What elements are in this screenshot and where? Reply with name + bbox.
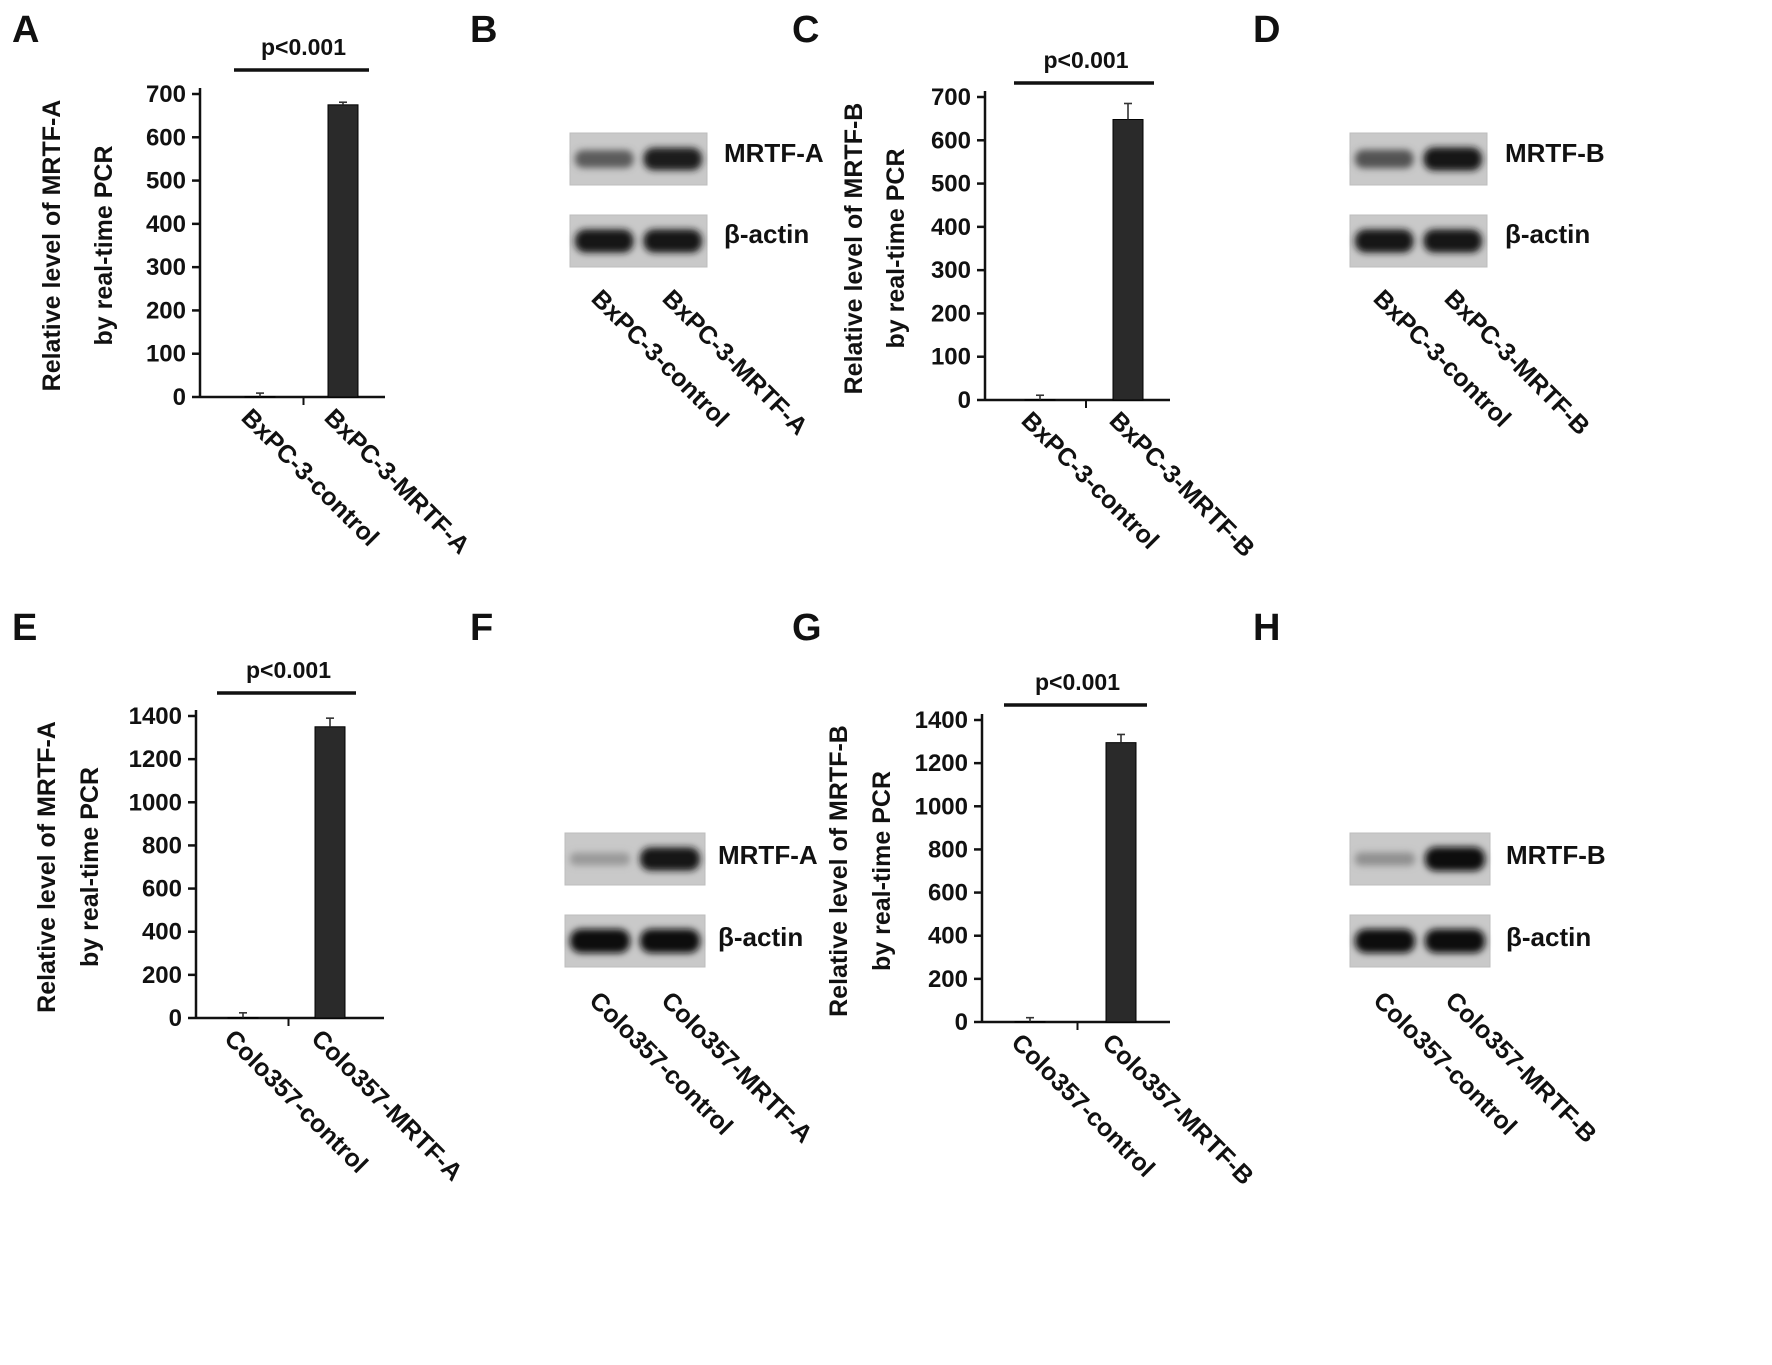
blot-target-label: MRTF-B bbox=[1505, 138, 1605, 168]
panel-b: BMRTF-Aβ-actinBxPC-3-controlBxPC-3-MRTF-… bbox=[470, 9, 824, 441]
y-tick-label: 800 bbox=[928, 836, 968, 863]
blot-band bbox=[1425, 929, 1485, 953]
y-tick-label: 500 bbox=[146, 168, 186, 195]
panel-letter: B bbox=[470, 9, 497, 51]
y-tick-label: 0 bbox=[958, 387, 971, 414]
bar bbox=[314, 726, 346, 1019]
panel-f: FMRTF-Aβ-actinColo357-controlColo357-MRT… bbox=[470, 607, 818, 1149]
bar bbox=[1105, 742, 1137, 1023]
y-tick-label: 400 bbox=[146, 211, 186, 238]
y-axis-label: by real-time PCR bbox=[868, 771, 896, 971]
y-tick-label: 1200 bbox=[129, 746, 182, 773]
y-axis-label: Relative level of MRTF-A bbox=[38, 100, 66, 392]
y-axis-label: Relative level of MRTF-A bbox=[33, 721, 61, 1013]
y-tick-label: 400 bbox=[928, 923, 968, 950]
y-tick-label: 700 bbox=[931, 84, 971, 111]
blot-target-label: MRTF-A bbox=[718, 840, 818, 870]
bar bbox=[1014, 1021, 1046, 1023]
blot-band bbox=[1423, 147, 1482, 171]
x-category-label: BxPC-3-MRTF-A bbox=[319, 403, 475, 559]
y-tick-label: 1400 bbox=[915, 707, 968, 734]
y-axis-label: Relative level of MRTF-B bbox=[840, 103, 868, 395]
y-tick-label: 200 bbox=[142, 962, 182, 989]
panel-letter: E bbox=[12, 607, 37, 649]
blot-band bbox=[1355, 929, 1415, 953]
y-tick-label: 0 bbox=[173, 384, 186, 411]
significance-label: p<0.001 bbox=[1043, 47, 1128, 73]
blot-band bbox=[575, 150, 634, 168]
y-tick-label: 200 bbox=[931, 300, 971, 327]
blot-target-label: MRTF-B bbox=[1506, 840, 1606, 870]
significance-label: p<0.001 bbox=[1035, 669, 1120, 695]
significance-label: p<0.001 bbox=[261, 34, 346, 60]
y-tick-label: 1000 bbox=[915, 793, 968, 820]
blot-band bbox=[570, 852, 630, 866]
bar bbox=[327, 104, 359, 398]
panel-letter: C bbox=[792, 9, 819, 51]
y-tick-label: 100 bbox=[931, 344, 971, 371]
blot-band bbox=[1355, 852, 1415, 866]
y-axis-label: by real-time PCR bbox=[882, 148, 910, 348]
bar bbox=[227, 1017, 259, 1019]
bar bbox=[244, 396, 276, 398]
x-category-label: Colo357-MRTF-A bbox=[306, 1024, 468, 1186]
blot-band bbox=[575, 229, 634, 253]
bar bbox=[1112, 119, 1144, 401]
panel-a: A0100200300400500600700BxPC-3-controlBxP… bbox=[12, 9, 475, 560]
blot-band bbox=[640, 929, 700, 953]
bar bbox=[1024, 399, 1056, 401]
blot-control-label: β-actin bbox=[724, 219, 809, 249]
panel-d: DMRTF-Bβ-actinBxPC-3-controlBxPC-3-MRTF-… bbox=[1253, 9, 1605, 441]
blot-control-label: β-actin bbox=[1506, 922, 1591, 952]
y-tick-label: 0 bbox=[169, 1005, 182, 1032]
blot-band bbox=[570, 929, 630, 953]
blot-target-label: MRTF-A bbox=[724, 138, 824, 168]
x-category-label: Colo357-MRTF-B bbox=[1097, 1028, 1259, 1190]
significance-label: p<0.001 bbox=[246, 657, 331, 683]
x-category-label: BxPC-3-MRTF-B bbox=[1104, 406, 1260, 562]
blot-band bbox=[640, 847, 700, 871]
panel-letter: G bbox=[792, 607, 822, 649]
y-tick-label: 0 bbox=[955, 1009, 968, 1036]
blot-band bbox=[643, 229, 702, 253]
y-axis-label: by real-time PCR bbox=[90, 145, 118, 345]
y-tick-label: 1200 bbox=[915, 750, 968, 777]
y-tick-label: 200 bbox=[146, 297, 186, 324]
y-tick-label: 600 bbox=[928, 880, 968, 907]
blot-band bbox=[643, 147, 702, 171]
panel-c: C0100200300400500600700BxPC-3-controlBxP… bbox=[792, 9, 1260, 563]
blot-control-label: β-actin bbox=[1505, 219, 1590, 249]
y-axis-label: by real-time PCR bbox=[76, 767, 104, 967]
panel-e: E0200400600800100012001400Colo357-contro… bbox=[12, 607, 468, 1187]
y-tick-label: 1000 bbox=[129, 789, 182, 816]
y-tick-label: 400 bbox=[142, 919, 182, 946]
y-tick-label: 300 bbox=[146, 254, 186, 281]
blot-control-label: β-actin bbox=[718, 922, 803, 952]
y-tick-label: 700 bbox=[146, 81, 186, 108]
panel-letter: H bbox=[1253, 607, 1280, 649]
y-tick-label: 800 bbox=[142, 832, 182, 859]
y-tick-label: 400 bbox=[931, 214, 971, 241]
y-tick-label: 100 bbox=[146, 341, 186, 368]
y-tick-label: 1400 bbox=[129, 703, 182, 730]
blot-band bbox=[1425, 847, 1485, 871]
blot-band bbox=[1423, 229, 1482, 253]
panel-letter: F bbox=[470, 607, 493, 649]
blot-band bbox=[1355, 149, 1414, 169]
panel-g: G0200400600800100012001400Colo357-contro… bbox=[792, 607, 1259, 1191]
y-tick-label: 600 bbox=[931, 127, 971, 154]
y-axis-label: Relative level of MRTF-B bbox=[825, 725, 853, 1017]
panel-letter: A bbox=[12, 9, 39, 51]
y-tick-label: 600 bbox=[142, 876, 182, 903]
y-tick-label: 500 bbox=[931, 171, 971, 198]
y-tick-label: 200 bbox=[928, 966, 968, 993]
panel-h: HMRTF-Bβ-actinColo357-controlColo357-MRT… bbox=[1253, 607, 1606, 1149]
panel-letter: D bbox=[1253, 9, 1280, 51]
y-tick-label: 300 bbox=[931, 257, 971, 284]
y-tick-label: 600 bbox=[146, 124, 186, 151]
blot-band bbox=[1355, 229, 1414, 253]
